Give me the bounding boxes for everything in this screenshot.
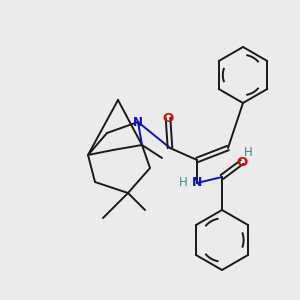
Text: N: N xyxy=(192,176,202,190)
Text: O: O xyxy=(162,112,174,124)
Text: O: O xyxy=(236,155,247,169)
Text: H: H xyxy=(244,146,252,158)
Text: N: N xyxy=(133,116,143,128)
Text: H: H xyxy=(178,176,188,190)
